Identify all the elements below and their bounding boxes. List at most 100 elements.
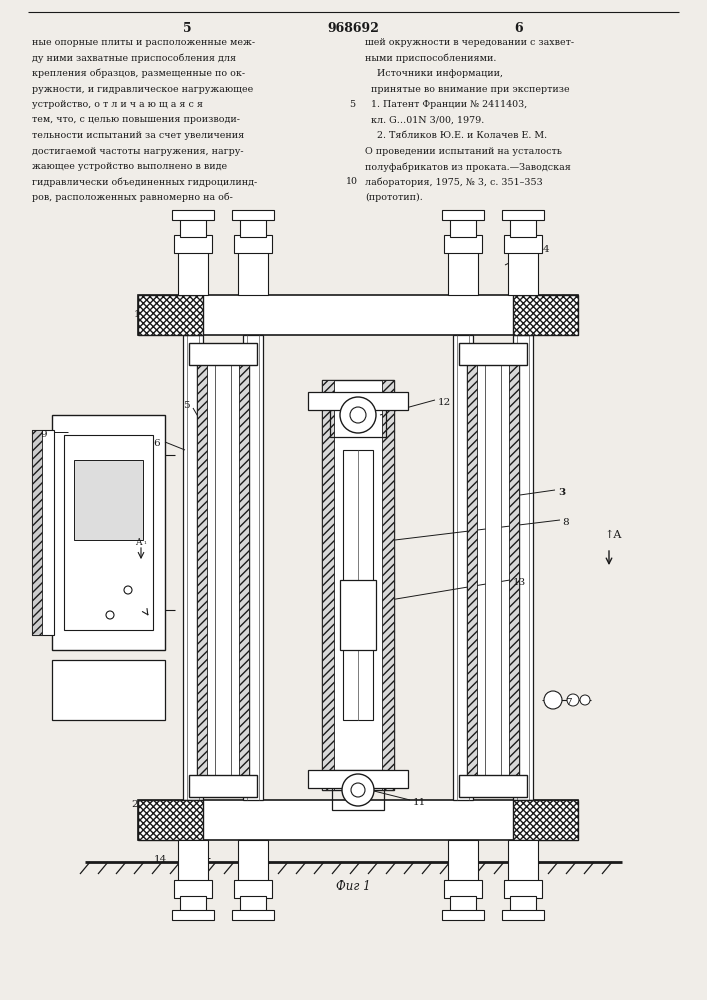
- Text: ₁: ₁: [143, 538, 146, 546]
- Bar: [178, 250, 208, 295]
- Text: A: A: [135, 538, 141, 547]
- Bar: [243, 335, 263, 800]
- Bar: [448, 840, 478, 885]
- Text: ду ними захватные приспособления для: ду ними захватные приспособления для: [32, 53, 236, 63]
- Text: 968692: 968692: [327, 22, 379, 35]
- Bar: [508, 250, 538, 295]
- Bar: [232, 910, 274, 920]
- Circle shape: [567, 694, 579, 706]
- Bar: [322, 380, 334, 790]
- Text: принятые во внимание при экспертизе: принятые во внимание при экспертизе: [365, 85, 570, 94]
- Text: 5: 5: [183, 401, 189, 410]
- Text: ружности, и гидравлическое нагружающее: ружности, и гидравлическое нагружающее: [32, 85, 253, 94]
- Bar: [459, 343, 527, 365]
- Text: тельности испытаний за счет увеличения: тельности испытаний за счет увеличения: [32, 131, 244, 140]
- Bar: [32, 430, 42, 635]
- Bar: [138, 295, 578, 335]
- Bar: [330, 393, 386, 437]
- Bar: [174, 235, 212, 253]
- Circle shape: [106, 611, 114, 619]
- Bar: [382, 380, 394, 790]
- Text: ↑A: ↑A: [605, 530, 622, 540]
- Circle shape: [351, 783, 365, 797]
- Text: 8: 8: [562, 518, 568, 527]
- Text: 7: 7: [565, 698, 572, 707]
- Circle shape: [350, 407, 366, 423]
- Bar: [459, 775, 527, 797]
- Text: кл. G…01N 3/00, 1979.: кл. G…01N 3/00, 1979.: [365, 115, 484, 124]
- Bar: [467, 348, 477, 792]
- Bar: [485, 348, 501, 792]
- Text: 4: 4: [543, 245, 549, 254]
- Bar: [52, 660, 165, 720]
- Bar: [450, 217, 476, 237]
- Text: 6: 6: [153, 439, 160, 448]
- Text: ров, расположенных равномерно на об-: ров, расположенных равномерно на об-: [32, 193, 233, 202]
- Text: Фиг 1: Фиг 1: [336, 880, 370, 893]
- Bar: [332, 770, 384, 810]
- Bar: [197, 348, 207, 792]
- Bar: [513, 295, 578, 335]
- Bar: [238, 840, 268, 885]
- Text: устройство, о т л и ч а ю щ а я с я: устройство, о т л и ч а ю щ а я с я: [32, 100, 203, 109]
- Bar: [180, 896, 206, 914]
- Bar: [510, 217, 536, 237]
- Bar: [138, 800, 203, 840]
- Text: 2. Тябликов Ю.Е. и Колачев Е. М.: 2. Тябликов Ю.Е. и Колачев Е. М.: [365, 131, 547, 140]
- Bar: [234, 235, 272, 253]
- Text: (прототип).: (прототип).: [365, 193, 423, 202]
- Bar: [240, 217, 266, 237]
- Text: 6: 6: [515, 22, 523, 35]
- Text: 14: 14: [153, 855, 167, 864]
- Bar: [442, 910, 484, 920]
- Bar: [240, 896, 266, 914]
- Bar: [215, 348, 231, 792]
- Bar: [138, 800, 578, 840]
- Text: 5: 5: [349, 100, 355, 109]
- Bar: [172, 910, 214, 920]
- Text: достигаемой частоты нагружения, нагру-: достигаемой частоты нагружения, нагру-: [32, 146, 244, 155]
- Bar: [180, 217, 206, 237]
- Bar: [74, 460, 143, 540]
- Bar: [442, 210, 484, 220]
- Text: ными приспособлениями.: ными приспособлениями.: [365, 53, 496, 63]
- Text: жающее устройство выполнено в виде: жающее устройство выполнено в виде: [32, 162, 227, 171]
- Circle shape: [544, 691, 562, 709]
- Bar: [172, 210, 214, 220]
- Text: 13: 13: [513, 578, 526, 587]
- Bar: [444, 235, 482, 253]
- Circle shape: [340, 397, 376, 433]
- Bar: [513, 800, 578, 840]
- Circle shape: [124, 586, 132, 594]
- Bar: [174, 880, 212, 898]
- Bar: [52, 415, 165, 650]
- Text: 9: 9: [40, 430, 47, 439]
- Bar: [308, 392, 408, 410]
- Bar: [64, 435, 153, 630]
- Text: ные опорные плиты и расположенные меж-: ные опорные плиты и расположенные меж-: [32, 38, 255, 47]
- Bar: [238, 250, 268, 295]
- Bar: [502, 910, 544, 920]
- Bar: [340, 580, 376, 650]
- Text: 2: 2: [132, 800, 138, 809]
- Bar: [510, 896, 536, 914]
- Text: 3: 3: [558, 488, 565, 497]
- Bar: [183, 335, 203, 800]
- Text: 11: 11: [413, 798, 426, 807]
- Circle shape: [580, 695, 590, 705]
- Text: Источники информации,: Источники информации,: [365, 69, 503, 78]
- Bar: [32, 430, 54, 635]
- Text: полуфабрикатов из проката.—Заводская: полуфабрикатов из проката.—Заводская: [365, 162, 571, 172]
- Text: О проведении испытаний на усталость: О проведении испытаний на усталость: [365, 146, 562, 155]
- Bar: [509, 348, 519, 792]
- Bar: [504, 235, 542, 253]
- Bar: [197, 348, 249, 792]
- Text: 1. Патент Франции № 2411403,: 1. Патент Франции № 2411403,: [365, 100, 527, 109]
- Text: гидравлически объединенных гидроцилинд-: гидравлически объединенных гидроцилинд-: [32, 178, 257, 187]
- Text: 12: 12: [438, 398, 451, 407]
- Bar: [450, 896, 476, 914]
- Text: 10: 10: [346, 178, 358, 186]
- Circle shape: [342, 774, 374, 806]
- Text: 5: 5: [182, 22, 192, 35]
- Text: лаборатория, 1975, № 3, с. 351–353: лаборатория, 1975, № 3, с. 351–353: [365, 178, 543, 187]
